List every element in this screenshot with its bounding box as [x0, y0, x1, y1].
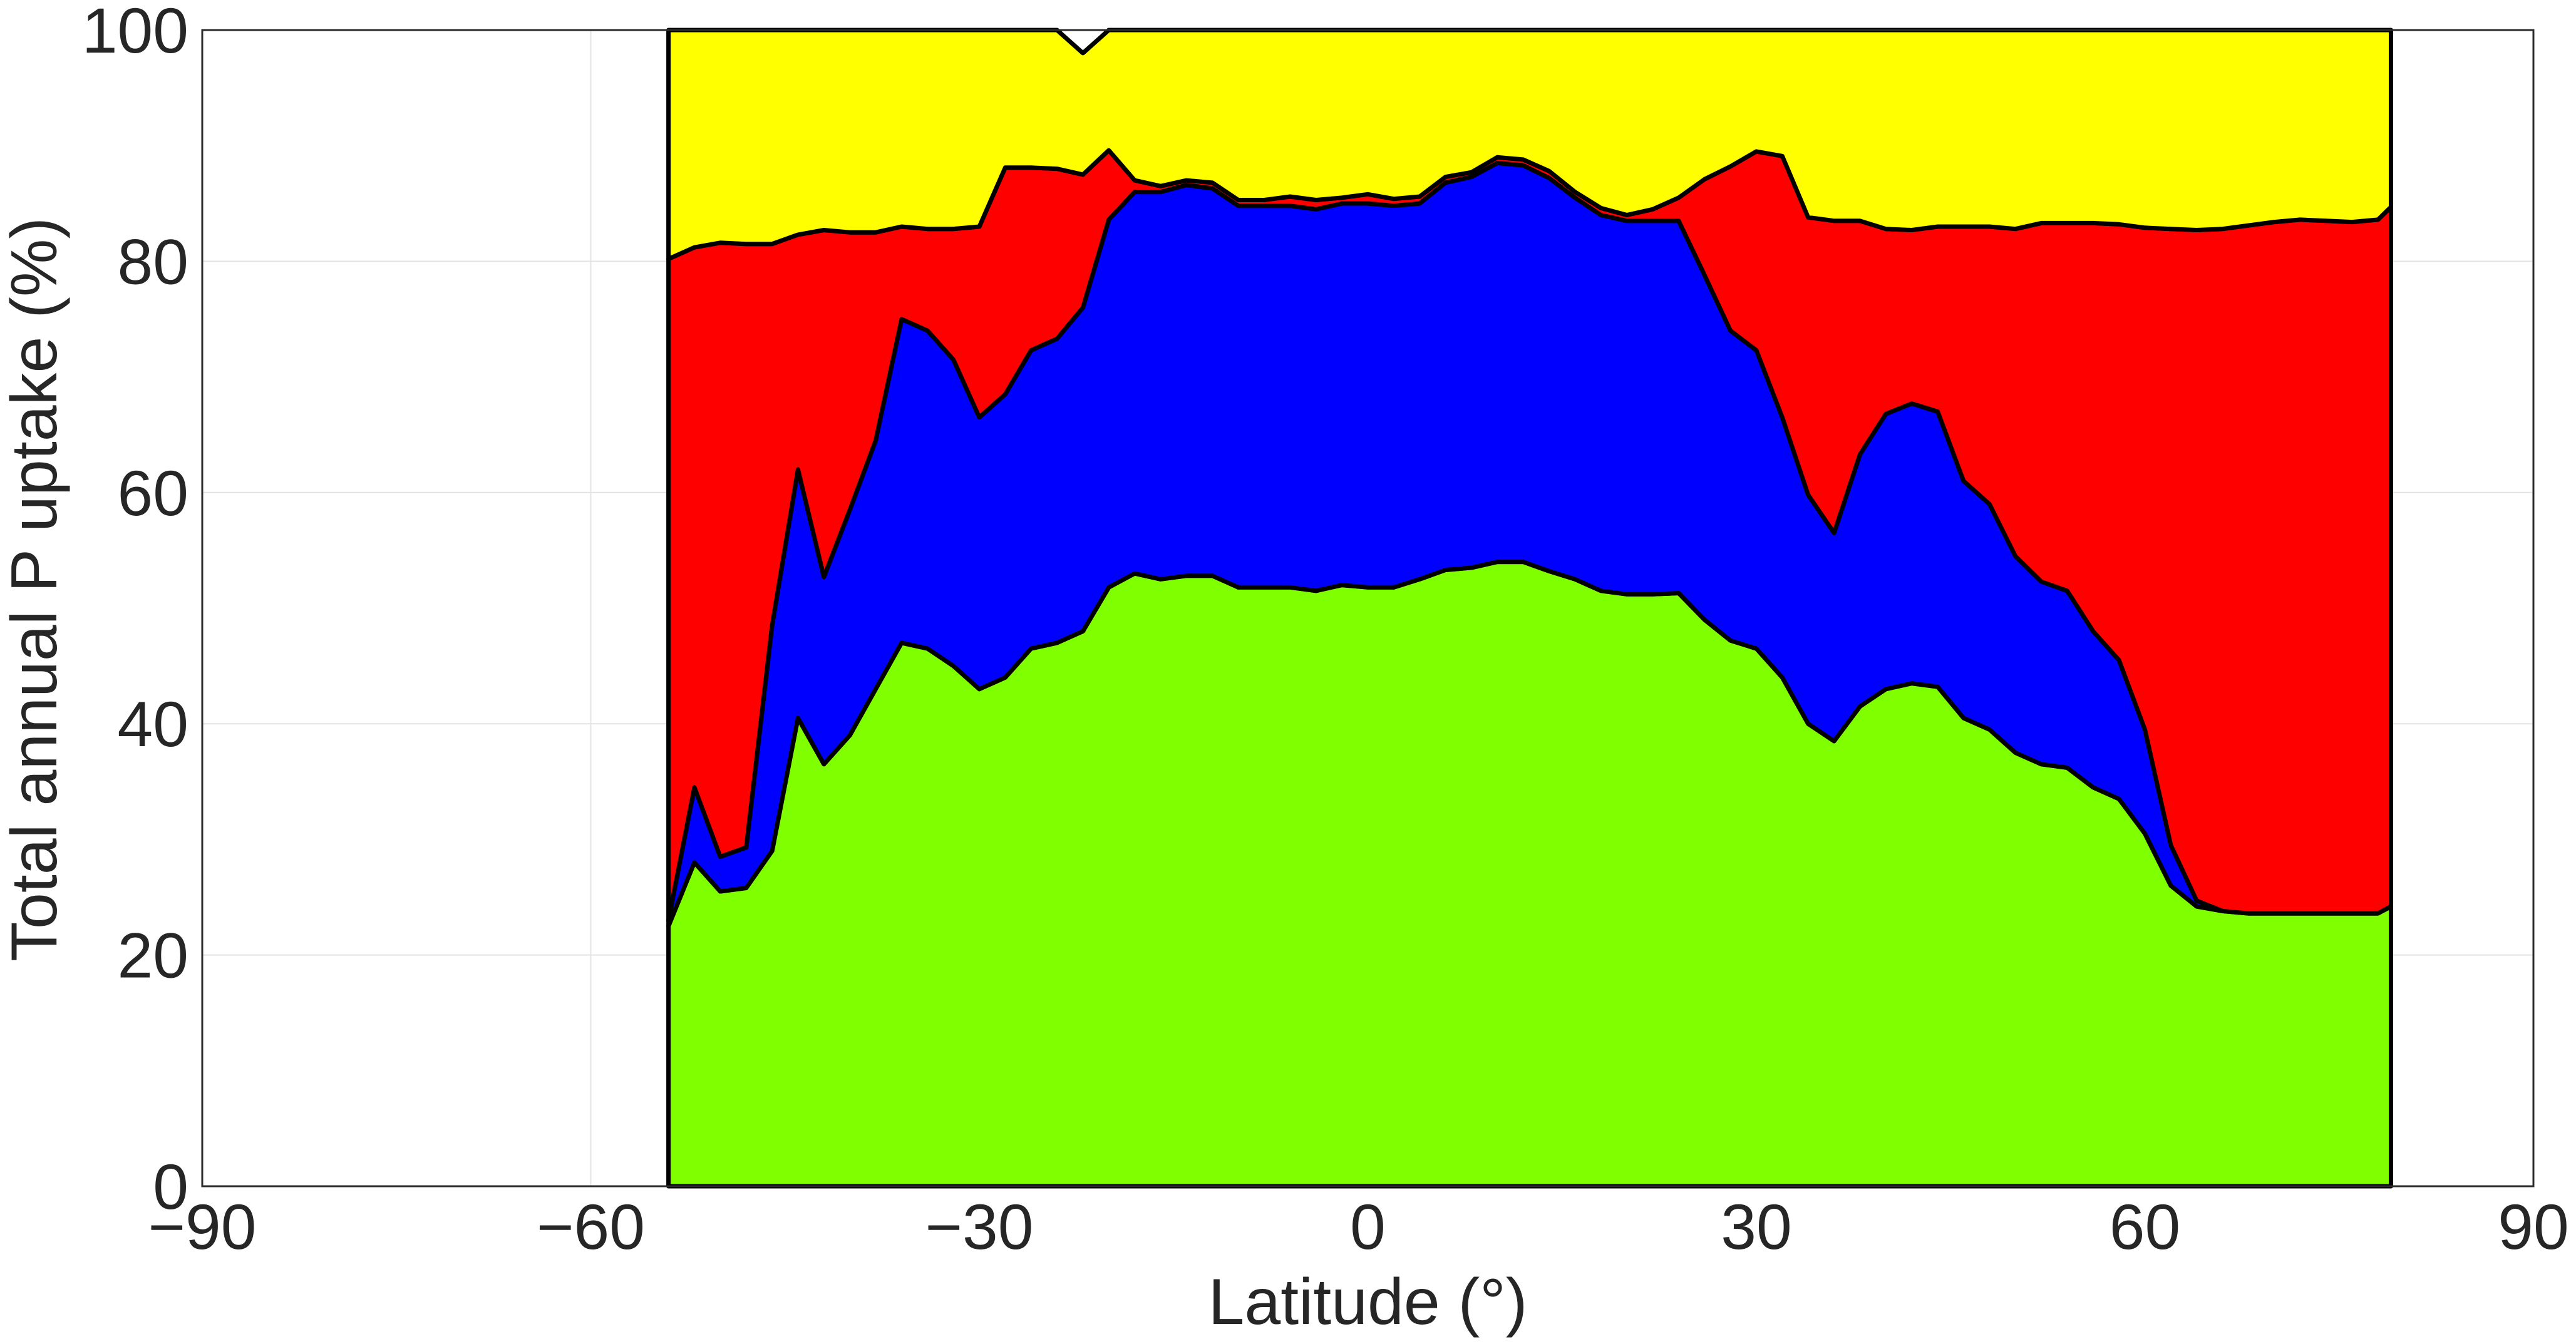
x-tick-label: 30	[1721, 1191, 1791, 1263]
x-tick-label: 90	[2498, 1191, 2568, 1263]
tick-labels: −90 −60 −30 0 30 60 90 0 20 40 60 80 100	[82, 0, 2569, 1263]
x-axis-label: Latitude (°)	[1208, 1266, 1528, 1338]
y-tick-label: 80	[118, 226, 188, 297]
area-series-group	[666, 28, 2393, 1189]
x-tick-label: 0	[1350, 1191, 1386, 1263]
y-tick-label: 40	[118, 689, 188, 760]
x-tick-label: 60	[2110, 1191, 2180, 1263]
x-tick-label: −30	[925, 1191, 1033, 1263]
x-tick-label: −90	[148, 1191, 256, 1263]
plot-frame	[201, 29, 2535, 1188]
y-tick-label: 20	[118, 920, 188, 992]
y-axis-label: Total annual P uptake (%)	[0, 217, 71, 962]
y-tick-label: 100	[82, 0, 188, 66]
x-tick-label: −60	[537, 1191, 645, 1263]
y-tick-label: 0	[153, 1151, 188, 1223]
y-tick-label: 60	[118, 458, 188, 529]
